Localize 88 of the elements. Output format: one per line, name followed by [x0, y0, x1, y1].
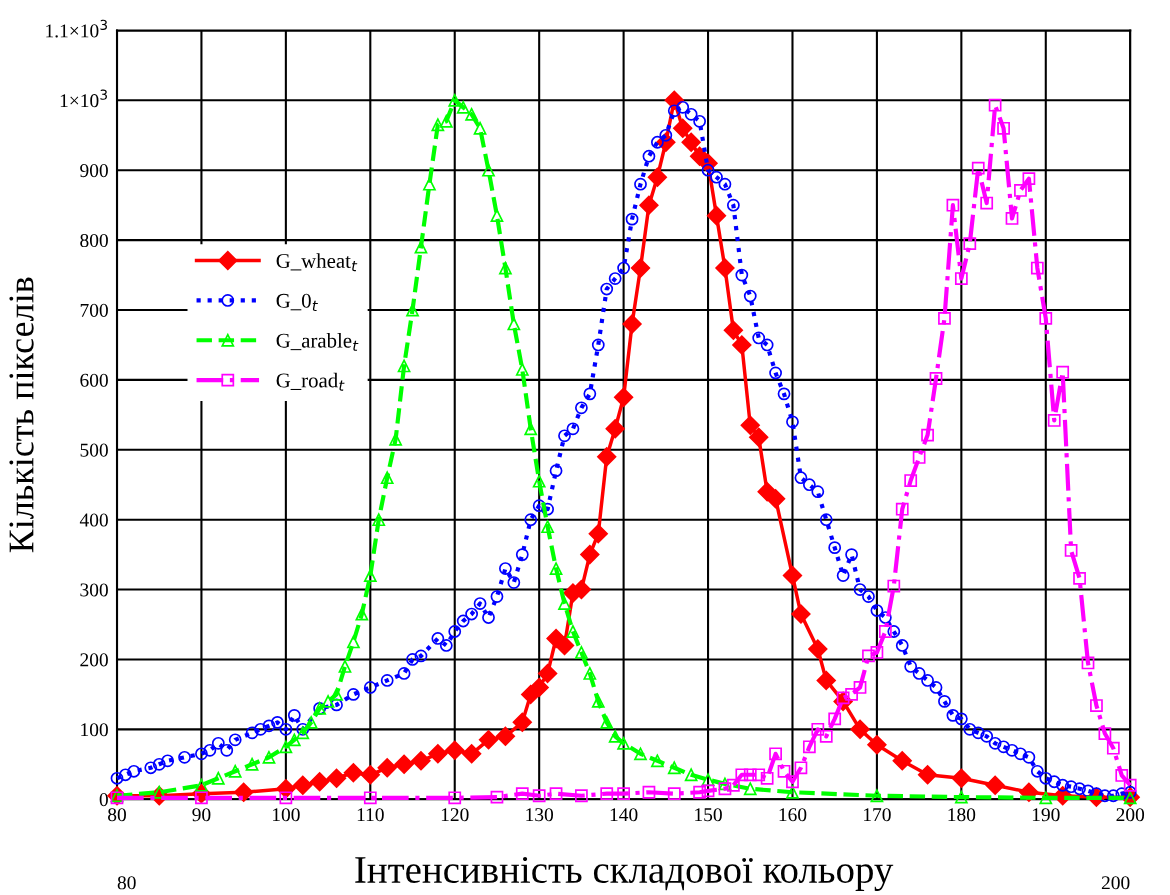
point [279, 740, 293, 754]
x-tick-label: 200 [1116, 808, 1145, 822]
point [575, 646, 588, 659]
x-tick-label: 180 [948, 808, 976, 822]
point [499, 261, 512, 275]
point [397, 359, 411, 373]
y-tick-label: 700 [80, 303, 108, 317]
x-tick-label: 100 [273, 808, 300, 822]
y-tick-label: 800 [80, 233, 108, 248]
x-tick-label: 160 [779, 808, 807, 822]
point [228, 764, 242, 778]
point [490, 209, 504, 223]
y-tick-label: 300 [80, 583, 108, 597]
point [583, 667, 597, 680]
text: 80 [117, 876, 136, 890]
x-tick-label: 170 [864, 808, 891, 822]
point [870, 789, 884, 803]
point [439, 114, 453, 128]
point [667, 761, 681, 775]
point [1039, 791, 1053, 805]
point [245, 757, 259, 771]
x-tick-label: 80 [108, 808, 126, 822]
point [954, 790, 968, 804]
point [211, 771, 225, 785]
point [347, 635, 360, 649]
y-tick-label: 200 [80, 653, 108, 667]
point [524, 422, 538, 436]
y-tick-label: 1×10$^{3}$ [60, 89, 107, 108]
x-tick-label: 90 [192, 808, 211, 822]
point [287, 733, 301, 747]
y-tick-label: 900 [80, 164, 108, 178]
point [482, 163, 495, 177]
legend-label: G_road$_{t}$ [276, 372, 345, 391]
point [389, 432, 403, 446]
point [718, 777, 732, 791]
point [617, 736, 631, 750]
point [456, 100, 470, 114]
point [541, 520, 555, 534]
point [304, 715, 318, 729]
point [195, 778, 208, 792]
point [423, 177, 436, 191]
point [262, 750, 276, 764]
x-axis-title: Інтенсивність складової кольору [355, 856, 894, 892]
text: 200 [1101, 876, 1130, 890]
point [608, 729, 622, 743]
legend-label: G_arable$_{t}$ [276, 332, 359, 351]
x-tick-label: 140 [610, 808, 638, 822]
x-tick-label: 150 [695, 808, 722, 822]
point [634, 747, 647, 761]
point [532, 474, 546, 488]
point [786, 785, 799, 799]
point [591, 694, 605, 708]
x-tick-label: 110 [357, 808, 384, 822]
legend-label: G_0$_{t}$ [276, 293, 318, 312]
y-tick-label: 0 [99, 793, 108, 807]
y-tick-label: 500 [80, 443, 108, 457]
point [372, 513, 386, 527]
y-axis-title: Кількість пікселів [9, 277, 34, 553]
point [650, 754, 664, 768]
point [473, 121, 487, 135]
x-tick-label: 120 [441, 808, 469, 822]
point [338, 660, 352, 673]
point [558, 597, 571, 610]
point [507, 317, 521, 331]
point [566, 625, 580, 638]
point [743, 782, 757, 796]
point [296, 726, 310, 740]
point [600, 715, 614, 729]
point [684, 768, 698, 782]
point [465, 107, 479, 121]
point [515, 363, 529, 376]
point [330, 688, 343, 701]
point [448, 93, 462, 107]
point [431, 118, 445, 132]
y-tick-label: 400 [79, 513, 108, 527]
point [321, 694, 335, 708]
point [414, 240, 428, 254]
point [363, 569, 377, 582]
y-tick-label: 100 [81, 723, 108, 737]
y-tick-label: 600 [80, 373, 108, 387]
point [355, 607, 369, 621]
x-tick-label: 190 [1032, 808, 1060, 822]
x-tick-label: 130 [526, 808, 554, 822]
legend-label: G_wheat$_{t}$ [276, 253, 358, 272]
point [549, 562, 563, 575]
point [380, 471, 394, 485]
y-tick-label: 1.1×10$^{3}$ [46, 19, 107, 38]
point [406, 303, 419, 317]
